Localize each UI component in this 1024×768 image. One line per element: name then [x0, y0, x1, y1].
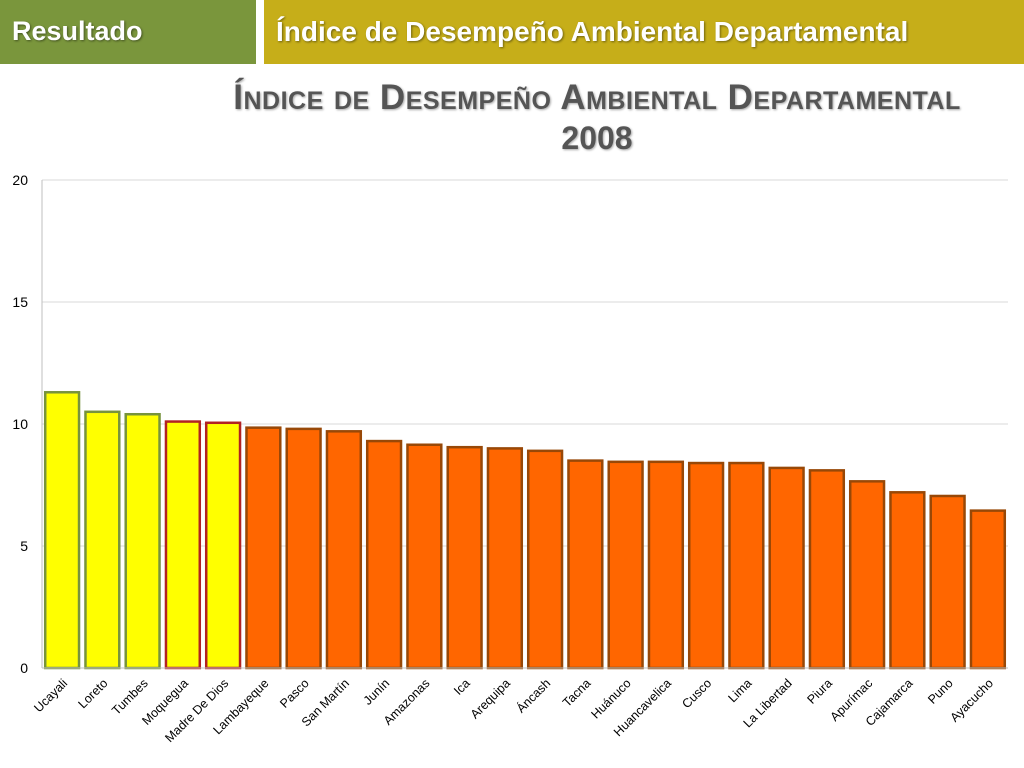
- bar: [285, 427, 322, 670]
- bar: [245, 426, 282, 670]
- x-tick-label: Ucayali: [31, 676, 70, 715]
- bar: [969, 509, 1007, 670]
- bar: [567, 459, 604, 670]
- bar: [486, 447, 524, 670]
- x-tick-label: Arequipa: [468, 676, 513, 721]
- bar: [526, 449, 564, 670]
- y-tick-label: 20: [12, 172, 28, 188]
- chart-title-main: Índice de Desempeño Ambiental Departamen…: [233, 78, 961, 117]
- x-tick-label: Tacna: [560, 676, 594, 710]
- x-tick-label: Lima: [725, 676, 754, 705]
- bar: [607, 460, 644, 670]
- bar: [43, 391, 81, 670]
- x-tick-label: Loreto: [76, 676, 111, 711]
- topic-label: Índice de Desempeño Ambiental Departamen…: [276, 16, 909, 47]
- bar: [325, 430, 363, 670]
- bar: [768, 466, 805, 670]
- bar: [406, 443, 443, 670]
- x-tick-label: Áncash: [513, 675, 553, 715]
- x-tick-label: Puno: [925, 676, 956, 707]
- x-tick-label: Ayacucho: [947, 676, 996, 725]
- chart-title-year: 2008: [561, 120, 633, 156]
- bar: [848, 480, 886, 670]
- topic-banner: Índice de Desempeño Ambiental Departamen…: [264, 0, 1024, 64]
- chart-title: Índice de Desempeño Ambiental Departamen…: [90, 78, 1024, 158]
- bar: [446, 445, 483, 670]
- y-tick-label: 5: [20, 538, 28, 554]
- bar: [124, 412, 161, 670]
- y-tick-label: 0: [20, 660, 28, 676]
- bar: [808, 469, 846, 670]
- x-tick-label: Piura: [804, 676, 835, 707]
- x-tick-label: Pasco: [277, 676, 311, 710]
- bar: [929, 494, 966, 670]
- bar: [687, 461, 725, 670]
- bar: [728, 461, 765, 670]
- bar: [365, 439, 403, 670]
- x-tick-label: Ica: [451, 676, 473, 698]
- x-tick-label: Junín: [361, 676, 393, 708]
- bar: [84, 410, 121, 670]
- bar: [647, 460, 685, 670]
- section-tab: Resultado: [0, 0, 256, 64]
- y-tick-label: 15: [12, 294, 28, 310]
- x-tick-label: Cusco: [679, 676, 714, 711]
- bar: [164, 420, 202, 670]
- section-label: Resultado: [12, 16, 143, 46]
- y-tick-label: 10: [12, 416, 28, 432]
- bar: [889, 491, 926, 670]
- bar: [204, 421, 242, 670]
